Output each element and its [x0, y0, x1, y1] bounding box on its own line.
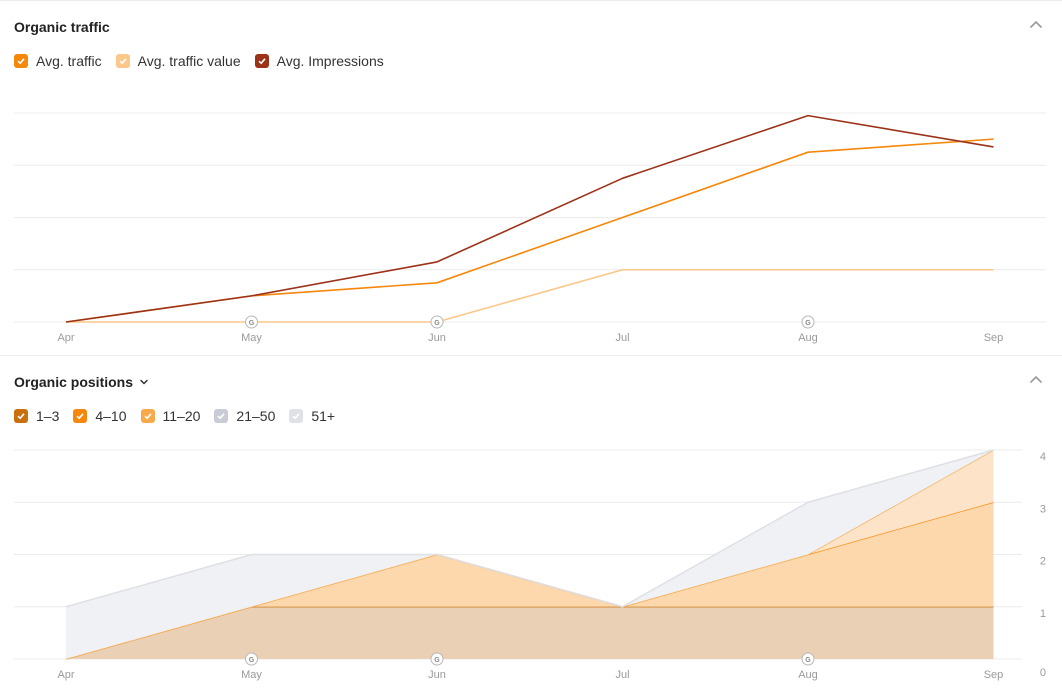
- google-update-marker-circle: [801, 652, 815, 666]
- legend-label: Avg. Impressions: [276, 53, 384, 69]
- checkbox-checked-icon[interactable]: [73, 409, 88, 423]
- x-tick-label: Jun: [428, 332, 446, 344]
- collapse-chevron-up-icon[interactable]: [1028, 372, 1044, 388]
- google-update-marker-letter: G: [249, 657, 255, 664]
- legend-label: 4–10: [95, 408, 127, 424]
- google-update-marker-letter: G: [249, 320, 255, 327]
- legend-item-pos-11-20[interactable]: 11–20: [140, 408, 201, 424]
- series-line: [65, 449, 994, 608]
- x-tick-label: Aug: [798, 669, 818, 681]
- checkbox-checked-icon[interactable]: [14, 409, 28, 423]
- legend-item-avg-traffic[interactable]: Avg. traffic: [14, 53, 102, 69]
- series-line: [65, 114, 994, 323]
- legend-item-pos-1-3[interactable]: 1–3: [14, 408, 59, 424]
- series-area: [66, 606, 994, 659]
- checkbox-checked-icon[interactable]: [289, 409, 304, 423]
- collapse-chevron-up-icon[interactable]: [1028, 17, 1044, 33]
- organic-positions-panel: Organic positions 1–3 4–10 11–20 21–50 5…: [0, 356, 1062, 694]
- google-update-marker-icon: G: [801, 652, 815, 666]
- google-update-marker-circle: [430, 652, 444, 666]
- organic-traffic-panel: Organic traffic Avg. traffic Avg. traffi…: [0, 0, 1062, 356]
- checkbox-checked-icon[interactable]: [214, 409, 229, 423]
- y-tick-label: 2: [1040, 556, 1046, 568]
- x-tick-label: May: [241, 669, 262, 681]
- google-update-marker-circle: [801, 315, 815, 329]
- organic-positions-chart: 0 1 2 3 4 Apr May Jun Jul Aug Sep G G G: [14, 449, 1046, 681]
- legend-label: 1–3: [36, 408, 60, 424]
- google-update-marker-icon: G: [245, 315, 258, 329]
- google-update-marker-circle: [245, 652, 258, 666]
- y-tick-label: 4: [1040, 451, 1046, 463]
- legend-item-pos-21-50[interactable]: 21–50: [214, 408, 275, 424]
- checkbox-checked-icon[interactable]: [115, 54, 130, 68]
- checkbox-checked-icon[interactable]: [14, 54, 28, 68]
- organic-traffic-title: Organic traffic: [14, 19, 110, 35]
- traffic-legend: Avg. traffic Avg. traffic value Avg. Imp…: [14, 53, 384, 69]
- x-tick-label: Sep: [984, 332, 1004, 344]
- x-tick-label: Apr: [57, 669, 74, 681]
- y-tick-label: 3: [1040, 503, 1046, 515]
- google-update-marker-circle: [245, 315, 258, 329]
- series-line: [66, 268, 994, 323]
- checkbox-checked-icon[interactable]: [140, 409, 155, 423]
- legend-item-avg-impressions[interactable]: Avg. Impressions: [254, 53, 384, 69]
- x-tick-label: May: [241, 332, 262, 344]
- y-tick-label: 0: [1040, 667, 1046, 679]
- checkbox-checked-icon[interactable]: [254, 54, 269, 68]
- positions-legend: 1–3 4–10 11–20 21–50 51+: [14, 408, 335, 424]
- legend-label: Avg. traffic value: [137, 53, 241, 69]
- google-update-marker-icon: G: [245, 652, 258, 666]
- legend-item-pos-51-plus[interactable]: 51+: [289, 408, 335, 424]
- google-update-marker-letter: G: [434, 320, 440, 327]
- google-update-marker-icon: G: [430, 315, 444, 329]
- y-tick-label: 1: [1040, 608, 1046, 620]
- legend-label: 51+: [311, 408, 336, 424]
- legend-item-pos-4-10[interactable]: 4–10: [73, 408, 127, 424]
- google-update-marker-icon: G: [801, 315, 815, 329]
- x-tick-label: Jul: [615, 669, 629, 681]
- organic-traffic-chart: Apr May Jun Jul Aug Sep G G G: [14, 112, 1046, 344]
- x-tick-label: Apr: [57, 332, 74, 344]
- chevron-down-icon[interactable]: [139, 377, 149, 387]
- google-update-marker-letter: G: [805, 657, 811, 664]
- legend-item-avg-traffic-value[interactable]: Avg. traffic value: [115, 53, 241, 69]
- series-line: [65, 138, 994, 323]
- x-tick-label: Jun: [428, 669, 446, 681]
- legend-label: Avg. traffic: [36, 53, 102, 69]
- google-update-marker-letter: G: [434, 657, 440, 664]
- x-tick-label: Jul: [615, 332, 629, 344]
- organic-positions-title[interactable]: Organic positions: [14, 374, 149, 390]
- google-update-marker-circle: [430, 315, 444, 329]
- x-tick-label: Aug: [798, 332, 818, 344]
- x-tick-label: Sep: [984, 669, 1004, 681]
- google-update-marker-icon: G: [430, 652, 444, 666]
- legend-label: 21–50: [236, 408, 276, 424]
- google-update-marker-letter: G: [805, 320, 811, 327]
- legend-label: 11–20: [162, 408, 201, 424]
